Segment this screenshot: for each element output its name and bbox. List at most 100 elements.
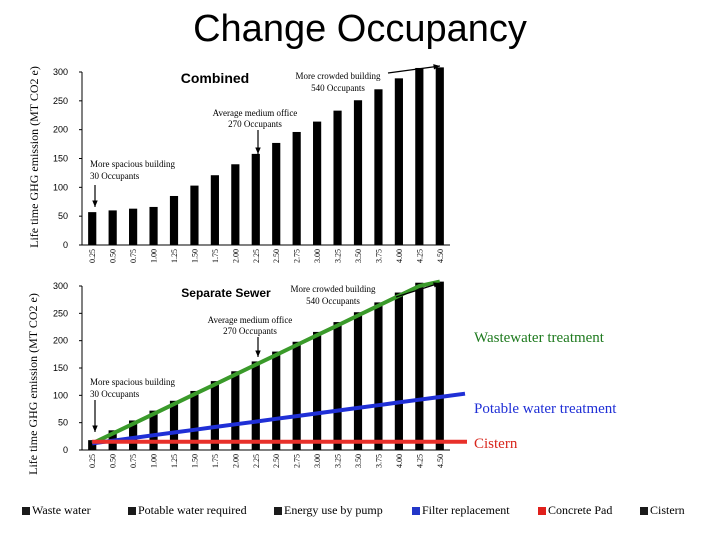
separate-sewer-x-tick-label: 4.00 — [395, 454, 404, 468]
combined-x-tick-label: 4.50 — [436, 249, 445, 263]
combined-bar — [169, 195, 179, 245]
bottom-average-arrow-head — [255, 350, 261, 357]
legend-swatch — [640, 506, 648, 515]
combined-x-tick-label: 1.50 — [190, 249, 199, 263]
separate-sewer-bar — [292, 341, 301, 450]
combined-x-tick-label: 4.00 — [395, 249, 404, 263]
potable-water-treatment-label: Potable water treatment — [474, 401, 617, 417]
combined-x-tick-label: 3.25 — [334, 249, 343, 263]
bottom-spacious-annotation-line2: 30 Occupants — [90, 389, 140, 399]
separate-sewer-bar — [415, 282, 424, 450]
combined-x-tick-label: 4.25 — [415, 249, 424, 263]
slide-title: Change Occupancy — [193, 8, 527, 50]
separate-sewer-bar — [169, 400, 179, 450]
separate-sewer-x-tick-label: 0.25 — [88, 454, 97, 468]
combined-y-tick-label: 300 — [53, 67, 68, 77]
top-crowded-annotation-line1: More crowded building — [296, 71, 381, 81]
separate-sewer-x-tick-label: 3.25 — [334, 454, 343, 468]
combined-y-tick-label: 200 — [53, 125, 68, 135]
legend: Waste water Potable water required Energ… — [20, 503, 710, 519]
legend-label: Potable water required — [138, 503, 247, 517]
legend-swatch — [412, 506, 420, 515]
top-spacious-arrow-head — [92, 200, 98, 207]
separate-sewer-y-tick-label: 150 — [53, 363, 68, 373]
separate-sewer-y-tick-label: 200 — [53, 336, 68, 346]
separate-sewer-bar — [129, 420, 138, 450]
combined-x-tick-label: 1.75 — [211, 249, 220, 263]
combined-bar — [251, 153, 260, 245]
combined-bar — [333, 110, 342, 246]
combined-bar — [435, 67, 444, 246]
combined-bar — [292, 131, 301, 245]
combined-bar — [129, 208, 138, 245]
combined-y-tick-label: 50 — [58, 211, 68, 221]
legend-item-potable-water-required: Potable water required — [128, 503, 247, 518]
separate-sewer-y-tick-label: 300 — [53, 281, 68, 291]
potable-water-treatment-line — [91, 391, 466, 446]
bottom-y-axis-label: Life time GHG emission (MT CO2 e) — [26, 293, 40, 475]
separate-sewer-x-tick-label: 0.75 — [129, 454, 138, 468]
separate-sewer-x-tick-label: 3.50 — [354, 454, 363, 468]
legend-item-cistern: Cistern — [640, 503, 685, 518]
combined-bar — [415, 67, 424, 245]
combined-bar — [374, 89, 383, 245]
separate-sewer-bar — [353, 312, 363, 450]
combined-bar — [394, 78, 403, 246]
separate-sewer-x-tick-label: 2.00 — [231, 454, 240, 468]
combined-x-tick-label: 3.50 — [354, 249, 363, 263]
separate-sewer-x-tick-label: 4.25 — [415, 454, 424, 468]
top-average-annotation-line1: Average medium office — [213, 108, 298, 118]
bottom-crowded-arrow-head — [433, 282, 440, 288]
separate-sewer-bar — [394, 292, 403, 450]
legend-swatch — [22, 506, 30, 515]
cistern-label: Cistern — [474, 436, 518, 452]
legend-item-waste-water: Waste water — [22, 503, 91, 518]
separate-sewer-bar — [374, 302, 383, 450]
separate-sewer-bar — [190, 390, 199, 450]
combined-bar — [149, 206, 158, 245]
combined-bar — [272, 142, 281, 245]
separate-sewer-x-tick-label: 3.75 — [374, 454, 383, 468]
separate-sewer-x-tick-label: 0.50 — [109, 454, 118, 468]
combined-bar — [353, 100, 363, 245]
combined-bar — [190, 185, 199, 245]
separate-sewer-bar — [210, 381, 219, 450]
legend-label: Cistern — [650, 503, 685, 517]
separate-sewer-bar — [88, 440, 97, 450]
separate-sewer-panel: 0 50 100 150 200 250 300 0.25 0.50 0.75 1.00 1.25 1.… — [53, 279, 467, 468]
separate-sewer-x-tick-label: 1.75 — [211, 454, 220, 468]
separate-sewer-x-tick-label: 2.75 — [293, 454, 302, 468]
legend-item-filter-replacement: Filter replacement — [412, 503, 510, 518]
wastewater-treatment-label: Wastewater treatment — [474, 330, 605, 346]
top-crowded-arrow — [387, 65, 441, 74]
combined-bar — [313, 121, 322, 245]
top-crowded-arrow-head — [433, 64, 440, 70]
separate-sewer-x-tick-label: 3.00 — [313, 454, 322, 468]
bottom-crowded-arrow — [395, 282, 441, 298]
combined-bar — [231, 164, 240, 245]
separate-sewer-x-tick-label: 1.25 — [170, 454, 179, 468]
legend-item-concrete-pad: Concrete Pad — [538, 503, 612, 518]
combined-y-tick-label: 100 — [53, 182, 68, 192]
top-average-arrow-head — [255, 147, 261, 154]
combined-x-tick-label: 3.00 — [313, 249, 322, 263]
combined-y-tick-label: 0 — [63, 240, 68, 250]
separate-sewer-x-tick-label: 2.25 — [252, 454, 261, 468]
separate-sewer-bar — [272, 351, 281, 450]
legend-label: Energy use by pump — [284, 503, 383, 517]
separate-sewer-y-tick-label: 50 — [58, 418, 68, 428]
combined-chart-title: Combined — [181, 70, 249, 86]
wastewater-treatment-line — [91, 279, 441, 446]
bottom-crowded-annotation-line2: 540 Occupants — [306, 296, 360, 306]
combined-bar — [88, 212, 97, 245]
separate-sewer-x-tick-label: 2.50 — [272, 454, 281, 468]
combined-x-tick-label: 1.00 — [150, 249, 159, 263]
separate-sewer-y-tick-label: 0 — [63, 445, 68, 455]
top-spacious-annotation-line2: 30 Occupants — [90, 171, 140, 181]
separate-sewer-bar — [231, 371, 240, 450]
separate-sewer-y-tick-label: 250 — [53, 308, 68, 318]
combined-bar — [210, 175, 219, 245]
separate-sewer-bar — [149, 410, 158, 450]
top-spacious-annotation-line1: More spacious building — [90, 159, 175, 169]
